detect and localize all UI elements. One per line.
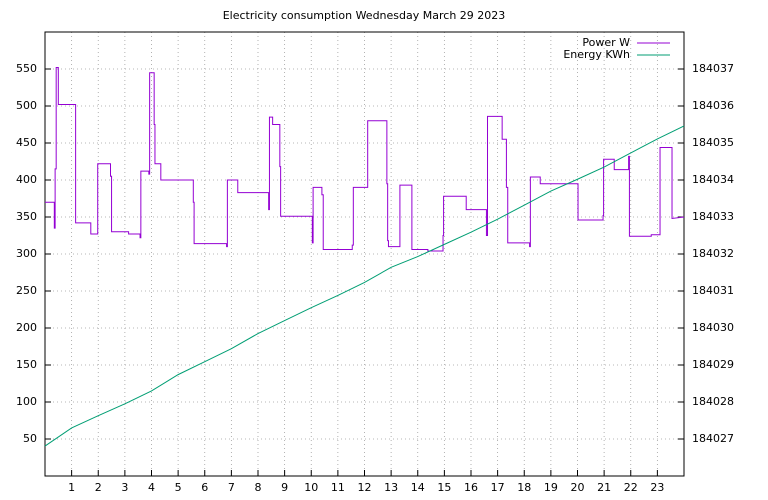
- y2-tick-label: 184034: [692, 173, 734, 186]
- chart-title: Electricity consumption Wednesday March …: [223, 9, 506, 22]
- y-tick-label: 500: [16, 99, 37, 112]
- x-tick-label: 18: [517, 481, 531, 494]
- x-tick-label: 7: [228, 481, 235, 494]
- legend-label: Power W: [582, 36, 630, 49]
- y-tick-label: 250: [16, 284, 37, 297]
- x-tick-label: 10: [304, 481, 318, 494]
- y-tick-label: 400: [16, 173, 37, 186]
- x-tick-label: 19: [544, 481, 558, 494]
- x-tick-label: 2: [95, 481, 102, 494]
- x-tick-label: 8: [255, 481, 262, 494]
- y-tick-label: 200: [16, 321, 37, 334]
- y2-tick-label: 184030: [692, 321, 734, 334]
- legend-label: Energy KWh: [563, 48, 630, 61]
- y-tick-label: 300: [16, 247, 37, 260]
- y2-tick-label: 184029: [692, 358, 734, 371]
- x-tick-label: 21: [597, 481, 611, 494]
- x-tick-label: 22: [624, 481, 638, 494]
- series-line: [44, 125, 685, 447]
- y2-tick-label: 184033: [692, 210, 734, 223]
- x-tick-label: 20: [571, 481, 585, 494]
- y2-tick-label: 184028: [692, 395, 734, 408]
- x-tick-label: 9: [281, 481, 288, 494]
- x-tick-label: 3: [121, 481, 128, 494]
- y-tick-label: 450: [16, 136, 37, 149]
- x-tick-label: 16: [464, 481, 478, 494]
- y-tick-label: 550: [16, 62, 37, 75]
- x-tick-label: 13: [384, 481, 398, 494]
- y2-tick-label: 184037: [692, 62, 734, 75]
- x-tick-label: 14: [411, 481, 425, 494]
- x-tick-label: 6: [201, 481, 208, 494]
- x-tick-label: 17: [491, 481, 505, 494]
- x-tick-label: 4: [148, 481, 155, 494]
- x-tick-label: 15: [437, 481, 451, 494]
- x-tick-label: 11: [331, 481, 345, 494]
- y-tick-label: 150: [16, 358, 37, 371]
- y-tick-label: 100: [16, 395, 37, 408]
- series-line: [45, 67, 685, 252]
- y2-tick-label: 184035: [692, 136, 734, 149]
- y2-tick-label: 184036: [692, 99, 734, 112]
- y2-tick-label: 184027: [692, 432, 734, 445]
- plot-frame: [44, 31, 685, 477]
- y-tick-label: 50: [23, 432, 37, 445]
- y2-tick-label: 184032: [692, 247, 734, 260]
- x-tick-label: 23: [650, 481, 664, 494]
- x-tick-label: 1: [68, 481, 75, 494]
- y-tick-label: 350: [16, 210, 37, 223]
- x-tick-label: 12: [358, 481, 372, 494]
- x-tick-label: 5: [175, 481, 182, 494]
- y2-tick-label: 184031: [692, 284, 734, 297]
